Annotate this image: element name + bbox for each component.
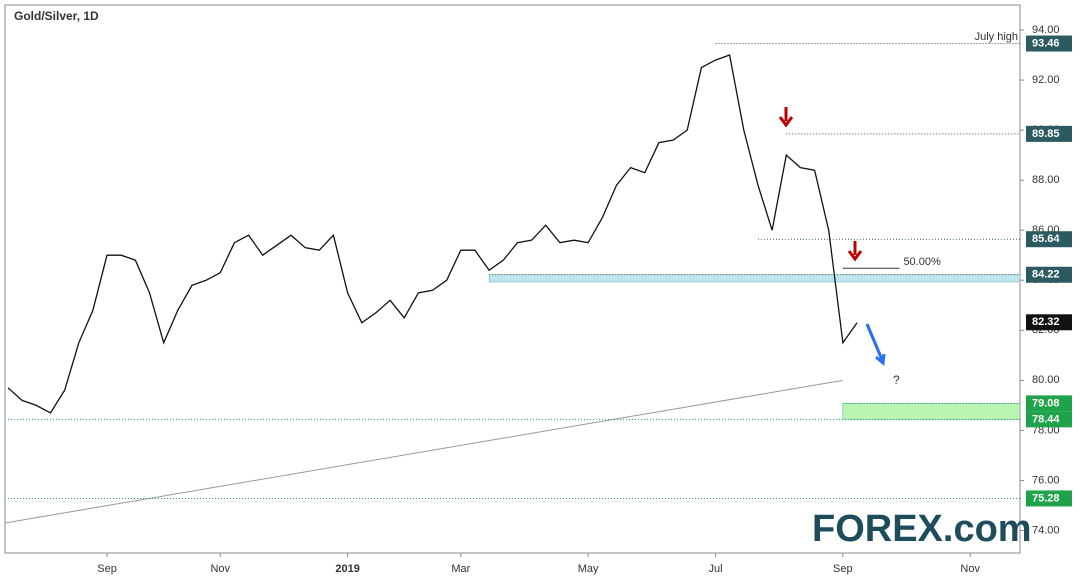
zone: [488, 274, 1021, 283]
level-label: 84.22: [1032, 269, 1060, 281]
annotation: ?: [893, 373, 900, 387]
level-label: 85.64: [1032, 233, 1060, 245]
level-label: 78.44: [1032, 413, 1060, 425]
x-tick-label: Jul: [708, 563, 722, 575]
trendline: [4, 379, 843, 524]
level-label: 79.08: [1032, 397, 1060, 409]
level-label-box: [1026, 314, 1072, 331]
logo: FOREX.com: [812, 508, 1032, 550]
level-label-box: [1026, 395, 1072, 412]
x-tick-label: 2019: [335, 563, 359, 575]
arrow: [847, 241, 863, 262]
level-label-box: [1026, 266, 1072, 283]
level-label: 82.32: [1032, 316, 1060, 328]
arrow: [865, 323, 886, 366]
fib-label: 50.00%: [903, 256, 941, 268]
arrow: [778, 107, 794, 128]
y-tick-label: 76.00: [1032, 474, 1060, 486]
level-label-box: [1026, 231, 1072, 248]
chart-title: Gold/Silver, 1D: [14, 9, 99, 23]
price-line: [7, 54, 858, 414]
x-tick-label: May: [578, 563, 599, 575]
y-tick-label: 88.00: [1032, 174, 1060, 186]
level-label-box: [1026, 490, 1072, 507]
level-label-box: [1026, 35, 1072, 52]
y-tick-label: 80.00: [1032, 374, 1060, 386]
x-tick-label: Sep: [97, 563, 117, 575]
level-label: 93.46: [1032, 37, 1060, 49]
level-label-box: [1026, 125, 1072, 142]
x-tick-label: Sep: [833, 563, 853, 575]
y-tick-label: 74.00: [1032, 524, 1060, 536]
zone: [842, 403, 1021, 420]
level-label: 75.28: [1032, 492, 1060, 504]
annotation: July high: [975, 31, 1018, 43]
level-label-box: [1026, 411, 1072, 428]
x-tick-label: Nov: [210, 563, 230, 575]
y-tick-label: 92.00: [1032, 74, 1060, 86]
level-label: 89.85: [1032, 128, 1060, 140]
y-tick-label: 94.00: [1032, 24, 1060, 36]
x-tick-label: Nov: [960, 563, 980, 575]
x-tick-label: Mar: [451, 563, 470, 575]
